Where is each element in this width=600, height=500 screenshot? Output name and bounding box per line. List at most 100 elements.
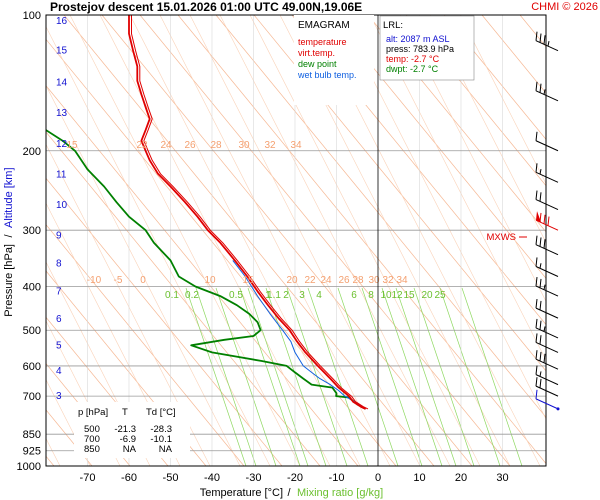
wind-barb-feather — [539, 237, 542, 247]
pressure-tick-label: 700 — [23, 391, 41, 403]
mixing-ratio-line — [413, 287, 475, 466]
moist-adiabat — [46, 202, 181, 466]
theta-label: -5 — [114, 275, 123, 286]
wind-barb-feather — [539, 192, 542, 202]
altitude-tick-label: 4 — [56, 366, 62, 377]
dry-adiabat — [215, 15, 546, 418]
wind-barb-feather — [543, 326, 546, 332]
dry-adiabat — [0, 15, 16, 466]
dry-adiabat — [46, 363, 131, 466]
mixing-ratio-label: 6 — [351, 290, 357, 301]
wind-barb-feather — [543, 214, 546, 224]
mixing-ratio-line — [215, 287, 277, 466]
mixing-ratio-label: 8 — [368, 290, 374, 301]
lrl-alt: alt: 2087 m ASL — [386, 34, 450, 44]
theta-label: 15 — [242, 275, 254, 286]
mixing-ratio-label: 20 — [421, 290, 433, 301]
dew-point-line — [46, 129, 367, 410]
wind-barb-feather — [535, 277, 538, 287]
table-cell: NA — [123, 444, 137, 455]
wind-barb — [535, 190, 559, 211]
moist-adiabat — [46, 84, 241, 466]
altitude-tick-label: 14 — [56, 77, 68, 88]
temperature-tick-label: -60 — [121, 472, 137, 484]
wind-barb — [535, 81, 559, 102]
theta-label: 0 — [140, 275, 146, 286]
mixing-ratio-line — [247, 287, 309, 466]
wind-barb-feather — [543, 89, 546, 95]
mixing-ratio-line — [239, 287, 301, 466]
pressure-tick-label: 500 — [23, 325, 41, 337]
wind-barb — [535, 365, 559, 386]
mixing-ratio-line — [395, 287, 457, 466]
moist-adiabat — [219, 15, 451, 466]
moist-adiabat — [339, 15, 546, 420]
wind-barb-shaft — [535, 374, 559, 386]
temperature-tick-label: 10 — [413, 472, 425, 484]
mixing-ratio-label: 1 — [265, 290, 271, 301]
pressure-tick-label: 925 — [23, 446, 41, 458]
altitude-tick-label: 13 — [56, 108, 68, 119]
wind-barb-shaft — [535, 266, 559, 277]
wind-barb-feather — [535, 350, 538, 360]
wind-barb-tip — [556, 407, 560, 411]
theta-label: 28 — [352, 275, 364, 286]
wind-barb-shaft — [535, 244, 559, 256]
mixing-ratio-label: 12 — [391, 290, 403, 301]
wind-barb-feather — [539, 371, 542, 377]
legend-dew-point: dew point — [298, 59, 337, 69]
y-axis-title-altitude: Altitude [km] — [3, 167, 15, 228]
mixing-ratio-label: 0.1 — [165, 290, 179, 301]
theta-label: 30 — [368, 275, 380, 286]
mixing-ratio-line — [337, 287, 399, 466]
virtual-temperature-line — [131, 15, 369, 410]
altitude-tick-label: 3 — [56, 391, 62, 402]
dry-adiabat — [101, 15, 473, 466]
wind-barb-shaft — [535, 140, 559, 152]
mixing-ratio-line — [307, 287, 369, 466]
wind-barb — [535, 350, 559, 370]
wind-barb-feather — [535, 131, 538, 141]
wind-barb-feather — [535, 365, 538, 375]
moist-adiabat — [46, 379, 91, 466]
legend-wet-bulb: wet bulb temp. — [297, 70, 357, 80]
theta-label: 34 — [396, 275, 408, 286]
theta-label: -10 — [87, 275, 102, 286]
wind-barb-feather — [535, 190, 538, 200]
summary-table: p [hPa] T Td [°C] 500 -21.3 -28.3 700 -6… — [74, 402, 190, 458]
dry-adiabat — [481, 15, 546, 94]
mixing-ratio-label: 2 — [283, 290, 289, 301]
mxws-label: MXWS — [486, 232, 516, 243]
wind-barb-pennant — [536, 211, 541, 223]
wind-barb-feather — [543, 284, 546, 290]
temperature-tick-label: 30 — [496, 472, 508, 484]
wind-barb-shaft — [535, 358, 559, 370]
mixing-ratio-line — [361, 287, 423, 466]
x-axis-title: Temperature [°C] — [200, 487, 283, 499]
wind-barb-feather — [539, 300, 542, 310]
wind-barb — [535, 211, 559, 231]
wind-barb — [535, 377, 559, 397]
moist-adiabat — [159, 15, 391, 466]
table-header-t: T — [122, 407, 128, 418]
theta-label: 15 — [66, 140, 78, 151]
mixing-ratio-label: 3 — [299, 290, 305, 301]
theta-label: 24 — [160, 140, 172, 151]
legend-title: EMAGRAM — [298, 20, 350, 31]
altitude-tick-label: 12 — [56, 139, 68, 150]
mixing-ratio-label: 15 — [403, 290, 415, 301]
theta-label: 34 — [290, 140, 302, 151]
moist-adiabat — [69, 15, 301, 466]
mixing-ratio-label: 25 — [434, 290, 446, 301]
wet-bulb-line — [232, 260, 366, 410]
copyright-label: CHMI © 2026 — [531, 1, 598, 13]
pressure-tick-label: 200 — [23, 146, 41, 158]
table-cell: 700 — [84, 434, 100, 445]
lrl-press: press: 783.9 hPa — [386, 44, 454, 54]
mixing-ratio-line — [381, 287, 443, 466]
wind-barb-feather — [547, 41, 550, 47]
moist-adiabat — [46, 320, 121, 466]
temperature-tick-label: -40 — [204, 472, 220, 484]
temperature-tick-label: 20 — [455, 472, 467, 484]
